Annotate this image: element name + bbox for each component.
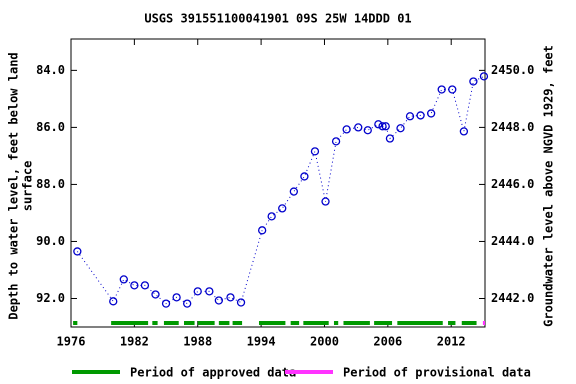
data-point — [119, 275, 128, 284]
series-line — [76, 75, 485, 305]
period-bar — [111, 321, 149, 325]
data-point — [205, 287, 214, 296]
period-bar — [333, 321, 339, 325]
data-point — [469, 77, 478, 86]
period-bar — [232, 321, 243, 325]
period-bar — [343, 321, 370, 325]
y2-tick-label: 2448.0 — [491, 120, 534, 134]
data-point — [448, 85, 457, 94]
y2-axis-label: Groundwater level above NGVD 1929, feet — [542, 45, 556, 327]
legend-label: Period of provisional data — [343, 366, 531, 380]
x-tick-label: 1982 — [120, 335, 149, 349]
period-bar — [290, 321, 300, 325]
period-bar — [448, 321, 456, 325]
x-tick-label: 1976 — [57, 335, 86, 349]
period-bar — [152, 321, 158, 325]
chart-title: USGS 391551100041901 09S 25W 14DDD 01 — [144, 12, 411, 26]
y-tick-label: 90.0 — [36, 234, 65, 248]
data-point — [130, 281, 139, 290]
data-point — [405, 112, 415, 121]
data-point — [321, 197, 330, 206]
x-tick-label: 1994 — [247, 335, 276, 349]
data-point — [342, 125, 351, 134]
period-bar — [461, 321, 477, 325]
data-point — [374, 120, 383, 129]
data-point — [161, 299, 171, 308]
x-tick-label: 2006 — [373, 335, 402, 349]
y-axis-label: surface — [21, 161, 35, 212]
data-point — [73, 247, 82, 256]
data-point — [363, 126, 372, 135]
data-point — [258, 226, 267, 235]
period-bar — [184, 321, 195, 325]
period-bar — [374, 321, 393, 325]
x-tick-label: 2000 — [310, 335, 339, 349]
period-bar — [258, 321, 286, 325]
data-point — [289, 187, 298, 196]
data-point — [459, 127, 469, 136]
data-point — [172, 293, 181, 302]
data-point — [151, 290, 160, 299]
x-tick-label: 2012 — [437, 335, 466, 349]
data-point — [479, 72, 489, 81]
data-point — [109, 297, 118, 306]
y-axis-label: Depth to water level, feet below land — [7, 52, 21, 319]
data-point — [354, 123, 363, 132]
period-bar — [163, 321, 179, 325]
y2-tick-label: 2444.0 — [491, 234, 534, 248]
data-point — [300, 172, 309, 181]
data-point — [140, 281, 150, 290]
period-bar — [218, 321, 230, 325]
period-bar — [482, 321, 485, 325]
data-point — [226, 293, 235, 302]
data-point — [193, 287, 202, 296]
period-bar — [73, 321, 78, 325]
data-point — [378, 122, 387, 131]
period-bar — [303, 321, 329, 325]
y2-tick-label: 2450.0 — [491, 63, 534, 77]
x-tick-label: 1988 — [183, 335, 212, 349]
y-tick-label: 88.0 — [36, 177, 65, 191]
data-point — [396, 124, 405, 133]
data-point — [310, 147, 320, 156]
y-tick-label: 92.0 — [36, 291, 65, 305]
data-point — [183, 299, 192, 308]
plot-frame — [70, 38, 486, 328]
data-point — [267, 212, 276, 221]
period-bar — [197, 321, 215, 325]
data-point — [278, 204, 287, 213]
period-bar — [397, 321, 443, 325]
data-point — [426, 109, 436, 118]
data-point — [214, 296, 224, 305]
data-point — [381, 122, 390, 131]
data-point — [385, 134, 395, 143]
data-point — [236, 298, 246, 307]
y2-tick-label: 2446.0 — [491, 177, 534, 191]
data-point — [416, 111, 425, 120]
legend-label: Period of approved data — [130, 366, 296, 380]
y2-tick-label: 2442.0 — [491, 291, 534, 305]
data-point — [437, 85, 446, 94]
data-point — [331, 137, 341, 146]
y-tick-label: 84.0 — [36, 63, 65, 77]
y-tick-label: 86.0 — [36, 120, 65, 134]
